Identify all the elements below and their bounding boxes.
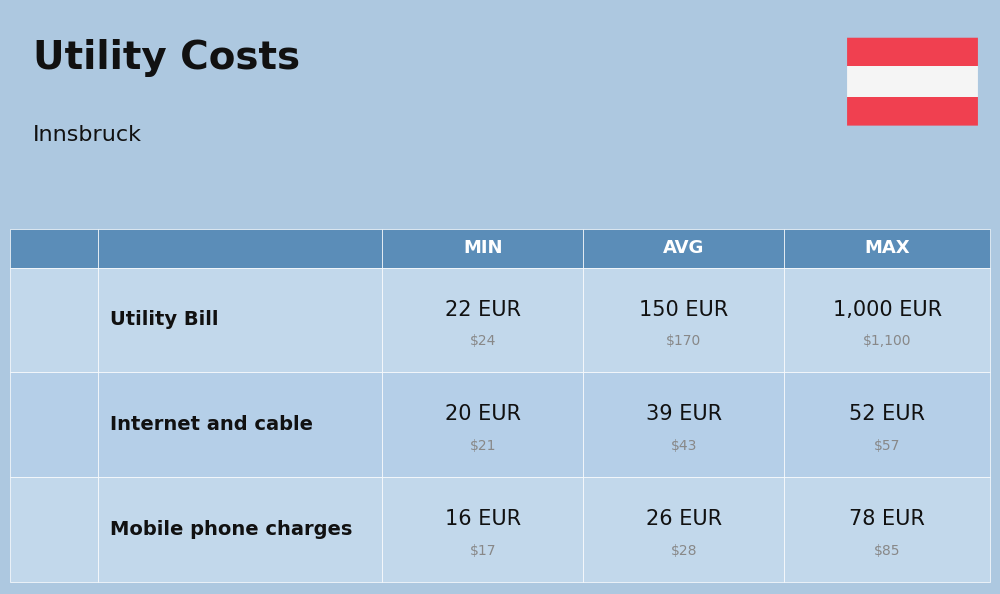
Text: $170: $170 — [666, 334, 701, 348]
Bar — [62, 516, 68, 521]
Text: Internet and cable: Internet and cable — [110, 415, 313, 434]
Bar — [46, 535, 53, 539]
Bar — [62, 529, 68, 533]
Text: MAX: MAX — [864, 239, 910, 257]
Text: 150 EUR: 150 EUR — [639, 299, 728, 320]
Bar — [57, 322, 70, 332]
Text: $24: $24 — [470, 334, 496, 348]
Text: 78 EUR: 78 EUR — [849, 509, 925, 529]
Circle shape — [49, 309, 59, 315]
FancyBboxPatch shape — [39, 511, 70, 548]
Text: Mobile phone charges: Mobile phone charges — [110, 520, 353, 539]
Bar — [38, 322, 51, 332]
Text: $21: $21 — [470, 439, 496, 453]
Text: $28: $28 — [670, 544, 697, 558]
Text: 52 EUR: 52 EUR — [849, 405, 925, 424]
Text: 1,000 EUR: 1,000 EUR — [833, 299, 942, 320]
Text: $43: $43 — [671, 439, 697, 453]
Text: Utility Costs: Utility Costs — [33, 39, 300, 77]
Bar — [54, 523, 60, 527]
Text: AVG: AVG — [663, 239, 704, 257]
Bar — [54, 535, 60, 539]
Circle shape — [51, 541, 57, 546]
Text: 39 EUR: 39 EUR — [646, 405, 722, 424]
Text: $85: $85 — [874, 544, 900, 558]
Text: 16 EUR: 16 EUR — [445, 509, 521, 529]
Text: Innsbruck: Innsbruck — [33, 125, 142, 145]
Bar — [46, 523, 53, 527]
Bar — [46, 516, 53, 521]
Bar — [62, 535, 68, 539]
Bar — [845, 36, 980, 67]
Bar — [845, 67, 980, 97]
Text: 20 EUR: 20 EUR — [445, 405, 521, 424]
Bar — [54, 516, 60, 521]
Text: 22 EUR: 22 EUR — [445, 299, 521, 320]
Bar — [54, 529, 60, 533]
Text: MIN: MIN — [463, 239, 503, 257]
Text: 26 EUR: 26 EUR — [646, 509, 722, 529]
Bar — [36, 428, 73, 435]
Text: Utility Bill: Utility Bill — [110, 311, 219, 330]
Text: $57: $57 — [874, 439, 900, 453]
Bar — [62, 523, 68, 527]
Bar — [46, 529, 53, 533]
Circle shape — [44, 307, 64, 318]
Text: $17: $17 — [470, 544, 496, 558]
Bar — [845, 97, 980, 128]
Text: $1,100: $1,100 — [863, 334, 911, 348]
Bar — [44, 517, 64, 541]
